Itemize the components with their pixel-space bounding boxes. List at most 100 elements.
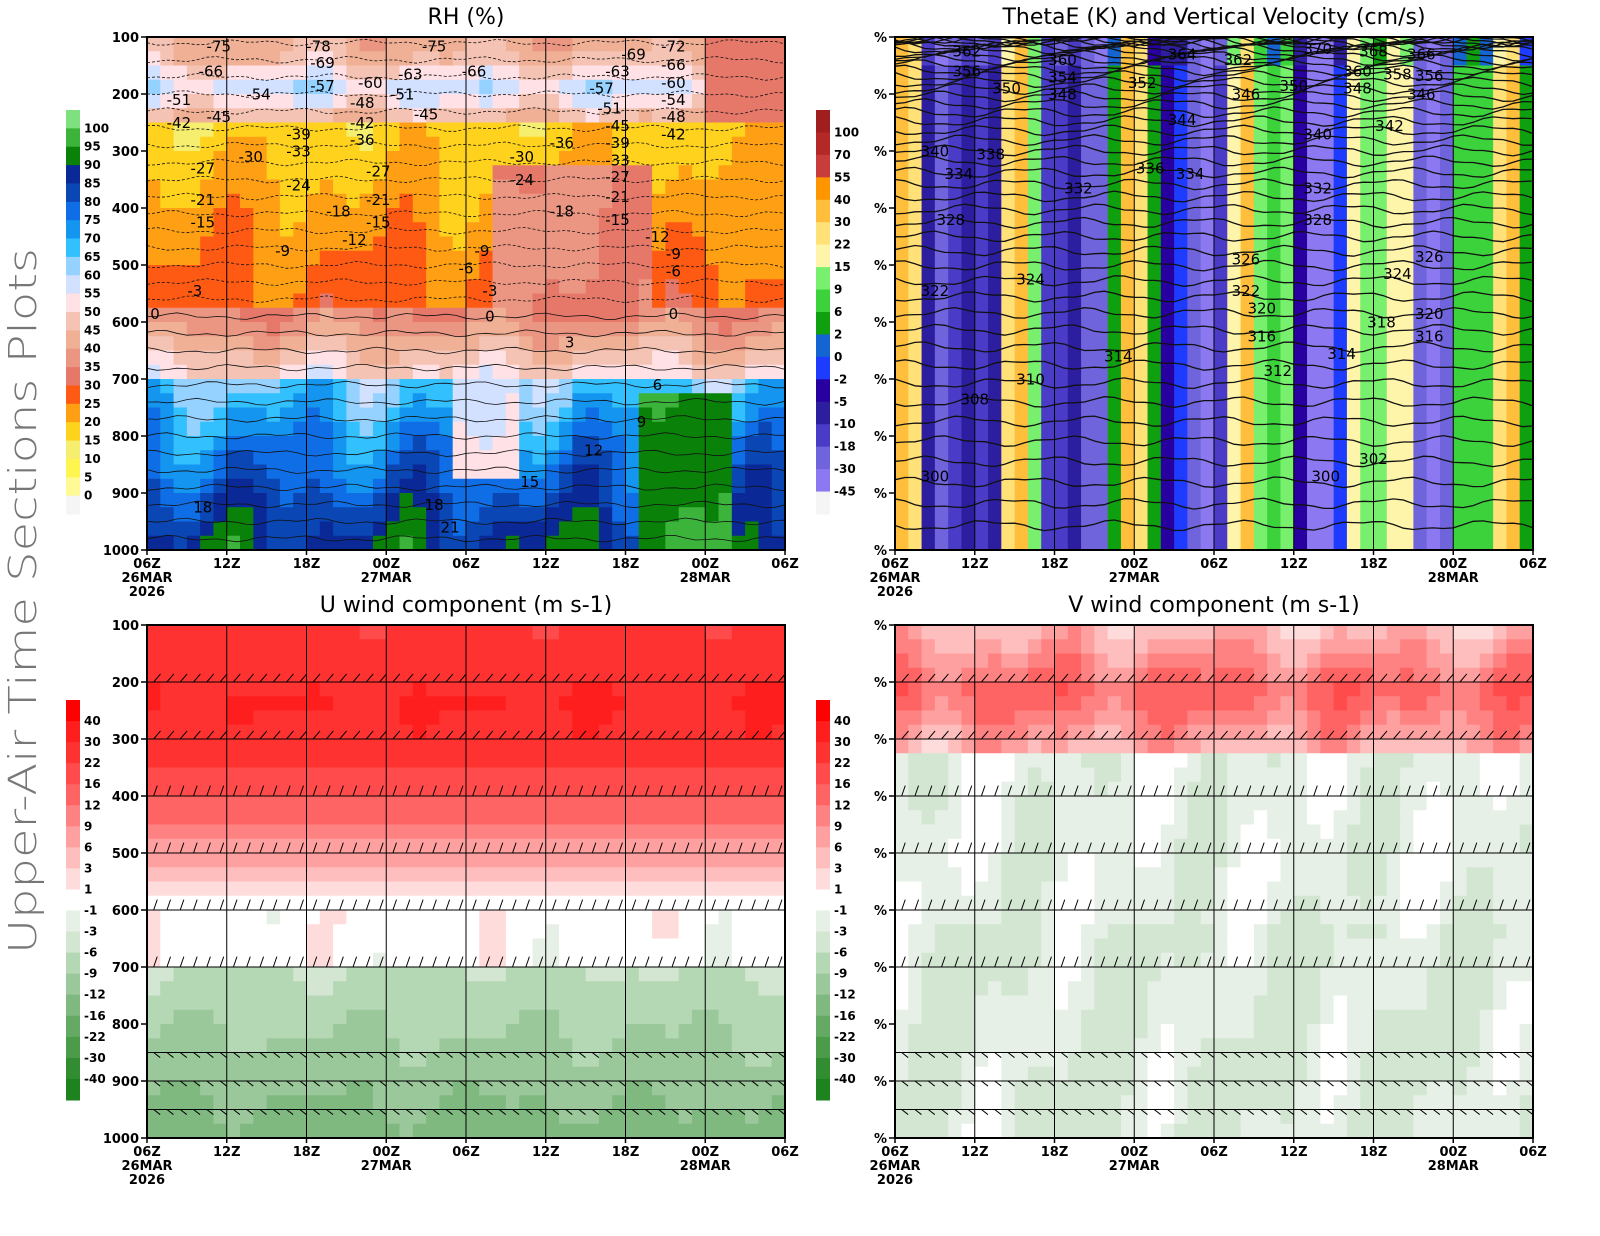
- field-cell: [293, 521, 308, 537]
- field-cell: [921, 193, 936, 209]
- field-cell: [505, 710, 520, 726]
- field-cell: [466, 682, 480, 697]
- contour-label: 316: [1415, 328, 1444, 346]
- field-cell: [519, 724, 534, 740]
- field-cell: [200, 667, 215, 683]
- field-cell: [346, 478, 361, 494]
- field-cell: [1081, 336, 1095, 352]
- field-cell: [293, 493, 308, 508]
- field-cell: [559, 824, 573, 840]
- field-cell: [948, 521, 963, 537]
- field-cell: [1386, 236, 1401, 252]
- contour-label: -51: [390, 85, 415, 103]
- field-cell: [1479, 322, 1494, 337]
- field-cell: [1187, 364, 1202, 380]
- field-cell: [200, 881, 215, 897]
- field-cell: [346, 464, 361, 480]
- field-cell: [399, 65, 414, 81]
- field-cell: [399, 350, 414, 366]
- field-cell: [1519, 364, 1533, 380]
- field-cell: [372, 1024, 387, 1039]
- field-cell: [372, 1009, 387, 1025]
- field-cell: [1307, 450, 1321, 466]
- field-cell: [213, 1095, 228, 1111]
- field-cell: [279, 724, 294, 740]
- field-cell: [585, 37, 600, 52]
- field-cell: [160, 507, 175, 523]
- contour-label: -6: [459, 259, 474, 277]
- field-cell: [333, 853, 347, 868]
- field-cell: [399, 853, 414, 868]
- field-cell: [598, 464, 613, 480]
- field-cell: [572, 79, 587, 95]
- field-cell: [665, 94, 680, 109]
- field-cell: [372, 507, 387, 523]
- field-cell: [160, 136, 175, 152]
- field-cell: [1134, 222, 1149, 238]
- field-cell: [1227, 222, 1242, 238]
- field-cell: [479, 364, 494, 380]
- field-cell: [731, 322, 746, 337]
- field-cell: [372, 65, 387, 81]
- field-cell: [1227, 307, 1242, 323]
- field-cell: [1054, 293, 1069, 309]
- field-cell: [1027, 464, 1042, 480]
- field-cell: [665, 336, 680, 352]
- field-cell: [186, 208, 201, 223]
- field-cell: [293, 108, 308, 124]
- field-cell: [439, 108, 454, 124]
- field-cell: [1453, 493, 1468, 508]
- field-cell: [346, 1123, 361, 1138]
- field-cell: [908, 108, 923, 124]
- field-cell: [572, 464, 587, 480]
- field-cell: [559, 279, 573, 295]
- field-cell: [1054, 464, 1069, 480]
- field-cell: [479, 407, 494, 423]
- contour-label: -63: [398, 66, 423, 84]
- field-cell: [213, 1081, 228, 1096]
- field-cell: [426, 724, 441, 740]
- field-cell: [372, 79, 387, 95]
- field-cell: [279, 767, 294, 783]
- field-cell: [319, 781, 334, 797]
- field-cell: [293, 51, 308, 67]
- field-cell: [306, 464, 321, 480]
- contour-label: -6: [666, 262, 681, 280]
- field-cell: [492, 450, 507, 466]
- field-cell: [372, 938, 387, 954]
- field-cell: [988, 478, 1002, 494]
- field-cell: [293, 1066, 308, 1082]
- field-cell: [173, 824, 188, 840]
- field-cell: [426, 79, 441, 95]
- field-cell: [585, 151, 600, 166]
- field-cell: [1014, 379, 1029, 394]
- field-cell: [333, 1095, 347, 1111]
- field-cell: [492, 1024, 507, 1039]
- field-cell: [160, 1095, 175, 1111]
- contour-label: -57: [310, 77, 335, 95]
- field-cell: [319, 1052, 334, 1068]
- field-cell: [1346, 464, 1361, 480]
- field-cell: [346, 938, 361, 954]
- field-cell: [559, 1123, 573, 1138]
- field-cell: [771, 94, 785, 109]
- field-cell: [399, 967, 414, 982]
- field-cell: [612, 322, 627, 337]
- field-cell: [240, 653, 254, 669]
- field-cell: [771, 37, 785, 52]
- field-cell: [1413, 336, 1428, 352]
- contour-label: -3: [187, 282, 202, 300]
- field-cell: [1001, 421, 1016, 437]
- field-cell: [532, 165, 547, 181]
- contour-label: 336: [1136, 160, 1165, 178]
- field-cell: [705, 535, 720, 550]
- field-cell: [895, 450, 909, 466]
- field-cell: [213, 781, 228, 797]
- field-cell: [505, 1066, 520, 1082]
- field-cell: [691, 208, 706, 223]
- field-cell: [466, 781, 480, 797]
- field-cell: [240, 37, 254, 52]
- field-cell: [372, 910, 387, 925]
- field-cell: [466, 938, 480, 954]
- field-cell: [466, 279, 480, 295]
